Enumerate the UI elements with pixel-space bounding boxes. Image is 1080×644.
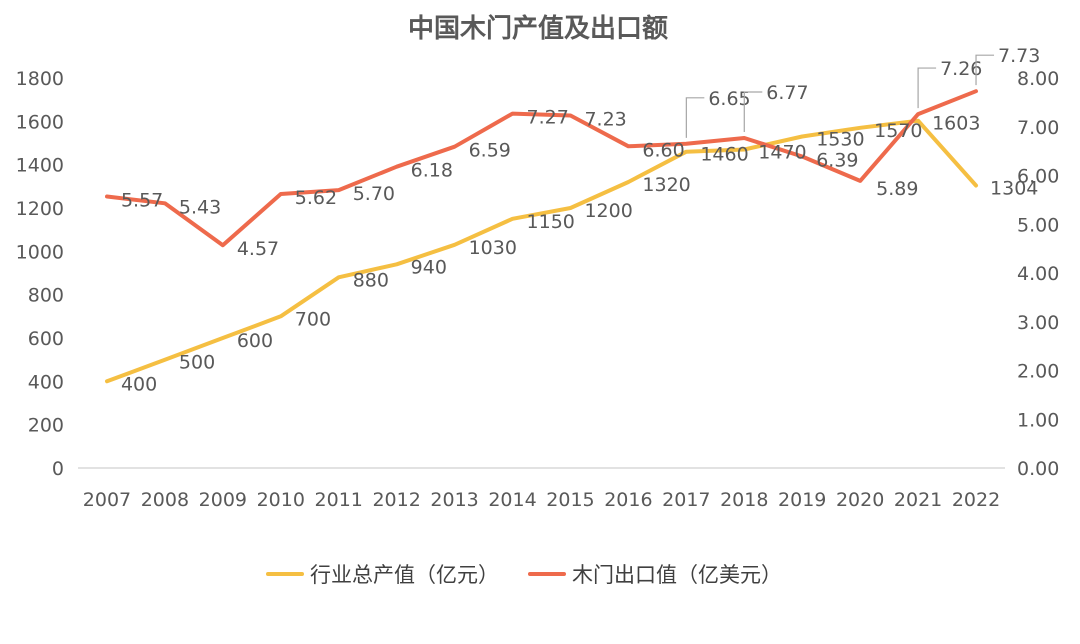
x-tick-label: 2012 (372, 489, 420, 511)
data-label-revenue: 1304 (990, 177, 1038, 199)
x-tick-label: 2009 (199, 489, 247, 511)
y-left-tick-label: 400 (28, 371, 64, 393)
data-label-exports: 6.39 (816, 149, 858, 171)
x-tick-label: 2008 (141, 489, 189, 511)
series-line-1 (105, 118, 978, 384)
data-label-revenue: 1570 (874, 120, 922, 142)
x-tick-label: 2013 (430, 489, 478, 511)
chart-title: 中国木门产值及出口额 (408, 14, 668, 44)
leader-line (685, 97, 705, 138)
x-tick-label: 2018 (720, 489, 768, 511)
x-tick-label: 2011 (315, 489, 363, 511)
y-left-tick-label: 1600 (16, 111, 64, 133)
data-label-revenue: 1200 (584, 200, 632, 222)
data-label-revenue: 1530 (816, 129, 864, 151)
y-right-tick-label: 6.00 (1017, 166, 1059, 188)
data-label-exports: 6.18 (411, 160, 453, 182)
x-tick-label: 2016 (604, 489, 652, 511)
legend: 行业总产值（亿元） 木门出口值（亿美元） (266, 563, 782, 587)
y-left-tick-label: 600 (28, 328, 64, 350)
y-right-tick-label: 1.00 (1017, 409, 1059, 431)
data-label-revenue: 1603 (932, 113, 980, 135)
legend-label-2: 木门出口值（亿美元） (572, 563, 782, 587)
data-label-exports: 6.59 (469, 140, 511, 162)
y-left-tick-label: 1800 (16, 68, 64, 90)
y-right-tick-label: 3.00 (1017, 312, 1059, 334)
data-label-revenue: 1470 (758, 142, 806, 164)
y-right-tick-label: 7.00 (1017, 117, 1059, 139)
data-label-exports: 4.57 (237, 238, 279, 260)
data-label-revenue: 600 (237, 330, 273, 352)
data-label-revenue: 880 (353, 269, 389, 291)
y-right-tick-label: 5.00 (1017, 214, 1059, 236)
y-left-tick-label: 1000 (16, 241, 64, 263)
data-label-exports: 5.57 (121, 189, 163, 211)
data-label-exports: 7.23 (584, 109, 626, 131)
leader-line (743, 91, 763, 132)
series-line-2 (105, 89, 978, 248)
x-tick-label: 2021 (894, 489, 942, 511)
y-left-tick-label: 1400 (16, 155, 64, 177)
data-label-exports: 6.65 (708, 88, 750, 110)
y-left-tick-label: 800 (28, 285, 64, 307)
data-label-exports: 5.43 (179, 196, 221, 218)
data-label-revenue: 940 (411, 256, 447, 278)
y-left-tick-label: 1200 (16, 198, 64, 220)
x-tick-label: 2020 (836, 489, 884, 511)
x-tick-label: 2019 (778, 489, 826, 511)
data-label-exports: 5.62 (295, 187, 337, 209)
data-label-exports: 7.27 (527, 107, 569, 129)
data-label-revenue: 500 (179, 352, 215, 374)
x-tick-label: 2017 (662, 489, 710, 511)
data-label-exports: 7.73 (998, 45, 1040, 67)
leader-line (917, 67, 937, 109)
data-label-exports: 5.70 (353, 183, 395, 205)
y-right-tick-label: 8.00 (1017, 68, 1059, 90)
data-label-exports: 5.89 (876, 178, 918, 200)
data-label-revenue: 1030 (469, 237, 517, 259)
y-right-tick-label: 0.00 (1017, 458, 1059, 480)
legend-label-1: 行业总产值（亿元） (310, 563, 499, 587)
data-label-exports: 6.77 (766, 82, 808, 104)
x-tick-label: 2007 (83, 489, 131, 511)
data-label-exports: 7.26 (940, 58, 982, 80)
x-tick-label: 2015 (546, 489, 594, 511)
x-tick-label: 2022 (952, 489, 1000, 511)
data-label-revenue: 700 (295, 308, 331, 330)
data-label-revenue: 1320 (642, 174, 690, 196)
y-left-tick-label: 200 (28, 415, 64, 437)
data-label-exports: 6.60 (642, 139, 684, 161)
y-right-tick-label: 4.00 (1017, 263, 1059, 285)
leader-line (975, 54, 995, 86)
data-label-revenue: 1460 (700, 144, 748, 166)
data-label-revenue: 400 (121, 373, 157, 395)
y-left-tick-label: 0 (52, 458, 64, 480)
x-tick-label: 2010 (257, 489, 305, 511)
y-right-tick-label: 2.00 (1017, 361, 1059, 383)
data-label-revenue: 1150 (527, 211, 575, 233)
x-tick-label: 2014 (488, 489, 536, 511)
